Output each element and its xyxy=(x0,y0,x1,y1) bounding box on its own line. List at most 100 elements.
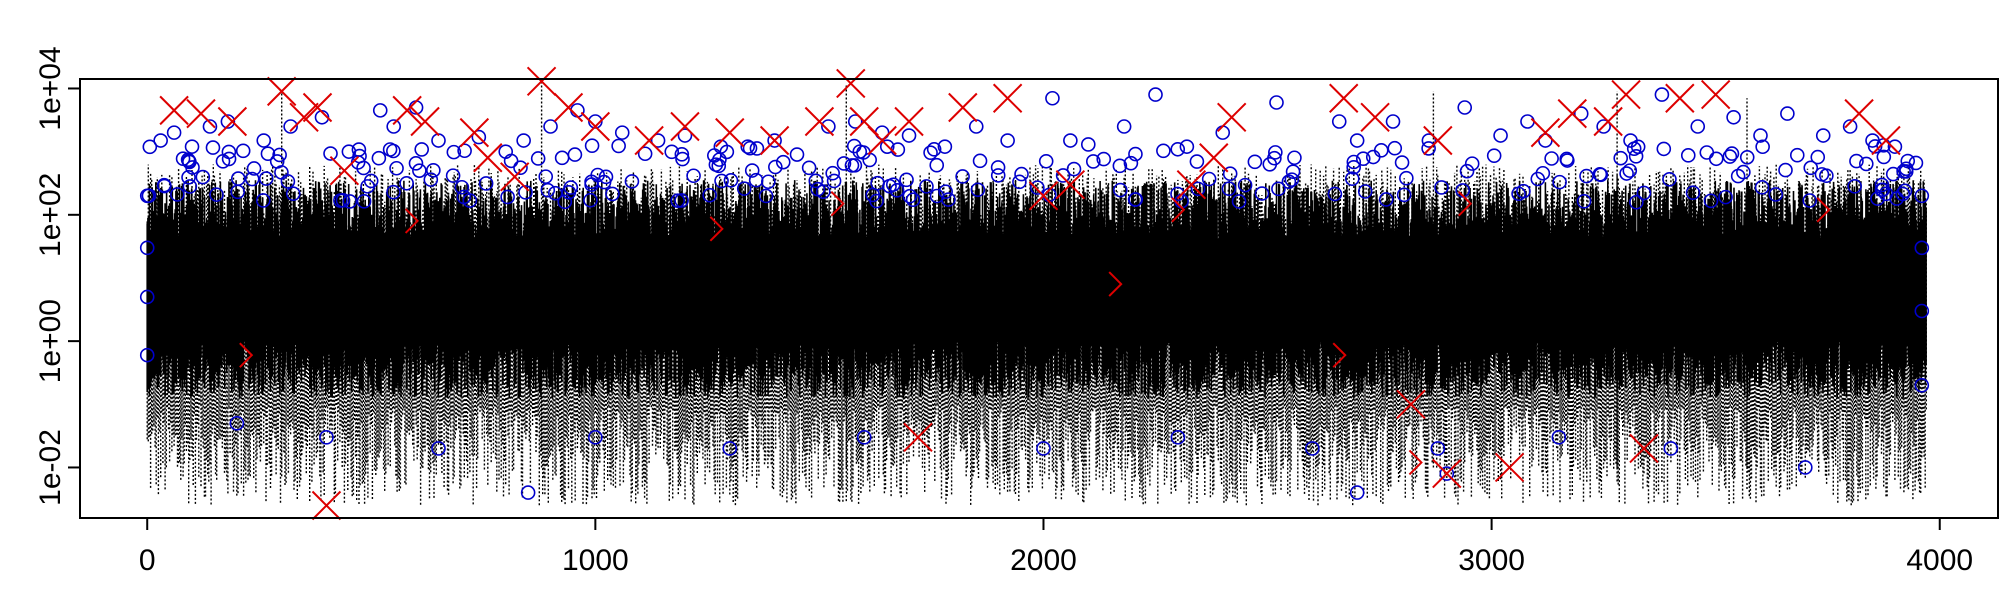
data-point-circle xyxy=(1887,139,1903,154)
data-point-circle xyxy=(1628,149,1644,164)
data-point-circle xyxy=(1535,165,1551,181)
x-tick-label: 0 xyxy=(139,544,156,577)
data-point-circle xyxy=(926,141,942,157)
data-point-arrow xyxy=(709,216,724,242)
data-point-circle xyxy=(1622,163,1638,178)
data-point-circle xyxy=(1221,181,1237,197)
solid-segments xyxy=(146,180,1927,398)
data-point-circle xyxy=(1885,166,1901,182)
data-point-circle xyxy=(719,144,735,160)
data-point-circle xyxy=(1113,182,1128,198)
data-point-circle xyxy=(990,160,1006,175)
data-point-circle xyxy=(1596,119,1611,134)
data-point-circle xyxy=(1430,441,1446,456)
data-point-circle xyxy=(1096,151,1112,167)
data-point-circle xyxy=(821,119,836,134)
data-point-circle xyxy=(919,179,934,194)
data-point-circle xyxy=(789,147,805,162)
data-point-circle xyxy=(675,151,690,167)
data-point-circle xyxy=(386,143,401,159)
data-point-circle xyxy=(923,145,938,160)
data-point-circle xyxy=(139,347,155,363)
data-point-circle xyxy=(1331,114,1347,129)
data-point-circle xyxy=(714,173,729,189)
data-point-circle xyxy=(1327,186,1343,202)
data-point-circle xyxy=(181,170,196,185)
data-point-circle xyxy=(1287,150,1302,166)
data-point-circle xyxy=(319,430,334,445)
data-point-circle xyxy=(899,172,914,188)
data-point-circle xyxy=(215,154,231,169)
data-point-circle xyxy=(846,138,862,154)
data-point-circle xyxy=(516,133,531,148)
data-point-circle xyxy=(141,188,157,204)
data-point-circle xyxy=(1560,153,1575,168)
data-point-circle xyxy=(1803,160,1819,176)
data-point-circle xyxy=(561,185,577,200)
data-point-arrow xyxy=(404,208,420,234)
data-point-circle xyxy=(414,142,430,157)
data-point-circle xyxy=(500,189,515,205)
data-point-arrow xyxy=(1408,449,1423,476)
data-point-circle xyxy=(990,168,1006,183)
x-axis: 0 1000 2000 3000 4000 xyxy=(139,517,1973,577)
data-point-circle xyxy=(1739,149,1755,165)
data-point-circle xyxy=(333,193,348,208)
data-point-circle xyxy=(426,163,441,178)
data-point-circle xyxy=(142,139,158,155)
data-point-circle xyxy=(1148,87,1163,102)
data-point-x xyxy=(499,162,530,192)
data-point-circle xyxy=(1038,153,1054,169)
data-point-circle xyxy=(518,185,533,200)
data-point-circle xyxy=(1201,171,1217,187)
data-point-circle xyxy=(195,169,211,185)
data-point-x xyxy=(266,76,297,107)
data-point-x xyxy=(894,106,924,137)
data-point-circle xyxy=(1170,430,1186,445)
data-point-x xyxy=(903,422,933,453)
data-point-circle xyxy=(1708,151,1724,167)
data-point-circle xyxy=(722,441,738,456)
data-point-circle xyxy=(557,194,573,210)
data-point-circle xyxy=(1222,166,1238,182)
data-point-x xyxy=(948,92,978,123)
data-point-x xyxy=(715,117,745,148)
data-point-circle xyxy=(1486,148,1502,163)
data-point-x xyxy=(553,92,584,123)
data-point-x xyxy=(992,83,1023,113)
data-point-circle xyxy=(1849,153,1864,169)
data-point-circle xyxy=(674,147,690,162)
data-point-circle xyxy=(1908,155,1924,171)
data-point-circle xyxy=(1544,151,1559,166)
data-point-circle xyxy=(588,430,603,445)
data-point-circle xyxy=(905,192,921,207)
data-point-circle xyxy=(677,128,693,143)
data-point-circle xyxy=(1552,174,1567,190)
data-point-circle xyxy=(664,144,680,160)
data-point-arrow xyxy=(1171,197,1186,223)
data-point-x xyxy=(1055,169,1086,200)
data-point-circle xyxy=(742,140,758,156)
data-point-circle xyxy=(1247,154,1263,170)
data-point-circle xyxy=(283,119,298,134)
data-point-circle xyxy=(1516,183,1531,199)
data-point-circle xyxy=(1870,191,1885,206)
data-point-circle xyxy=(1349,133,1365,148)
data-point-x xyxy=(1593,106,1623,137)
data-point-circle xyxy=(1613,150,1629,166)
data-point-x xyxy=(759,125,790,156)
data-point-circle xyxy=(1014,166,1029,182)
data-point-circle xyxy=(399,175,414,191)
data-point-circle xyxy=(1365,149,1381,165)
data-point-circle xyxy=(1551,430,1567,445)
data-point-x xyxy=(1329,83,1359,113)
data-point-circle xyxy=(847,114,863,129)
data-point-circle xyxy=(955,169,970,184)
data-point-circle xyxy=(1680,148,1696,163)
data-point-circle xyxy=(1768,187,1784,202)
x-tick-label: 3000 xyxy=(1458,544,1525,577)
data-point-circle xyxy=(1123,155,1139,171)
data-point-circle xyxy=(882,178,897,194)
data-point-circle xyxy=(274,165,289,180)
